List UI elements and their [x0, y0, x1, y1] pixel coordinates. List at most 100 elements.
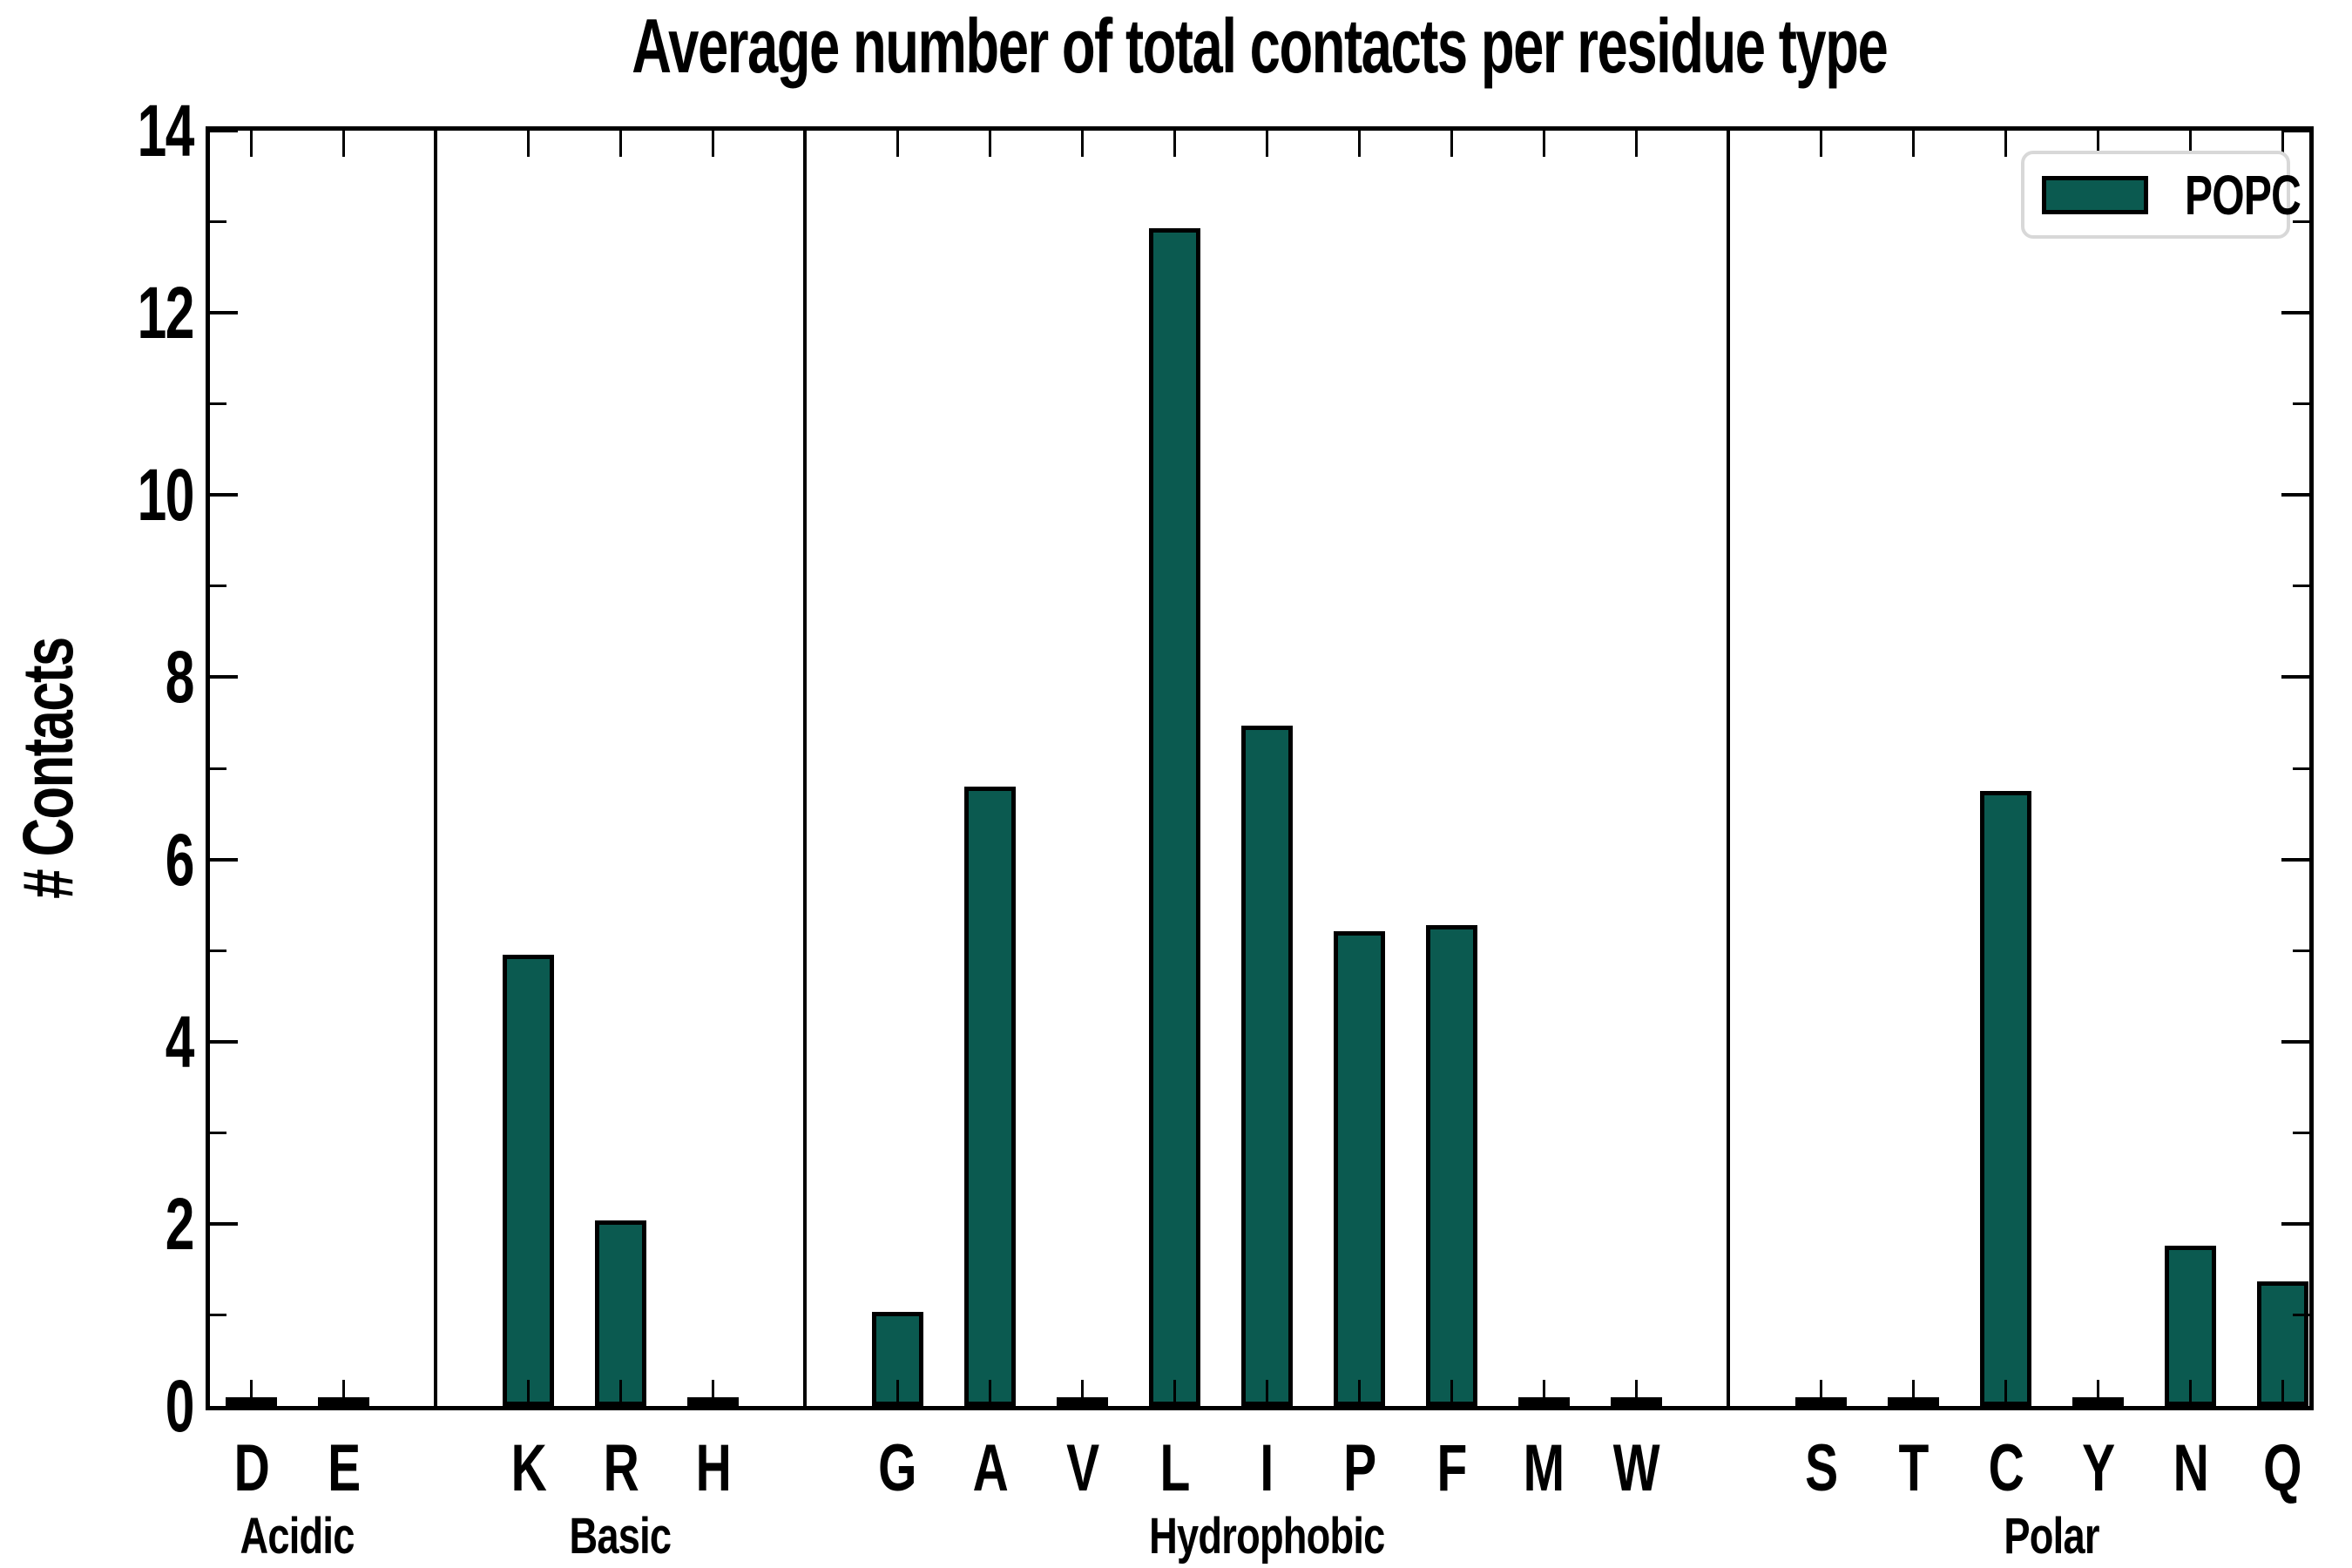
x-tick-label-T: T	[1867, 1430, 1959, 1506]
x-tick-V	[1080, 1380, 1084, 1406]
x-tick-top-Q	[2281, 131, 2284, 157]
y-major-tick-2-right	[2281, 1221, 2309, 1226]
plot-area	[206, 126, 2314, 1410]
x-tick-D	[249, 1380, 253, 1406]
y-major-tick-14-right	[2281, 129, 2309, 132]
x-tick-label-text: F	[1436, 1431, 1467, 1505]
x-tick-top-Y	[2096, 131, 2099, 157]
y-tick-label-6: 6	[165, 818, 195, 901]
x-tick-label-text: D	[233, 1431, 269, 1505]
x-tick-top-G	[896, 131, 899, 157]
x-tick-label-text: S	[1804, 1431, 1838, 1505]
x-tick-label-Y: Y	[2051, 1430, 2144, 1506]
y-tick-label-10: 10	[137, 454, 195, 537]
group-label-text: Basic	[569, 1508, 672, 1565]
x-tick-label-C: C	[1959, 1430, 2051, 1506]
group-label-polar: Polar	[1834, 1507, 2269, 1565]
y-major-tick-2	[210, 1221, 238, 1226]
x-tick-top-L	[1173, 131, 1176, 157]
x-tick-label-S: S	[1774, 1430, 1867, 1506]
group-label-acidic: Acidic	[79, 1507, 515, 1565]
x-tick-label-text: A	[972, 1431, 1008, 1505]
y-minor-tick-7-right	[2293, 767, 2309, 770]
x-tick-label-text: C	[1988, 1431, 2024, 1505]
x-tick-label-text: H	[695, 1431, 731, 1505]
x-tick-G	[896, 1380, 899, 1406]
y-minor-tick-5	[210, 949, 226, 952]
y-minor-tick-11	[210, 402, 226, 406]
x-tick-C	[2004, 1380, 2007, 1406]
y-major-tick-10	[210, 493, 238, 497]
y-minor-tick-13-right	[2293, 220, 2309, 224]
group-divider	[434, 131, 437, 1406]
x-tick-top-S	[1819, 131, 1822, 157]
y-minor-tick-7	[210, 767, 226, 770]
x-tick-S	[1819, 1380, 1822, 1406]
group-label-hydrophobic: Hydrophobic	[1049, 1507, 1484, 1565]
x-tick-top-A	[988, 131, 991, 157]
x-tick-label-text: K	[510, 1431, 546, 1505]
x-tick-F	[1450, 1380, 1453, 1406]
x-tick-Q	[2281, 1380, 2284, 1406]
x-tick-label-N: N	[2144, 1430, 2236, 1506]
x-tick-label-text: W	[1612, 1431, 1660, 1505]
x-tick-label-K: K	[482, 1430, 574, 1506]
x-tick-Y	[2096, 1380, 2099, 1406]
x-tick-top-N	[2188, 131, 2192, 157]
x-tick-R	[618, 1380, 622, 1406]
group-divider	[803, 131, 807, 1406]
x-tick-top-C	[2004, 131, 2007, 157]
y-minor-tick-13	[210, 220, 226, 224]
bar-I	[1240, 726, 1293, 1406]
y-major-tick-12	[210, 311, 238, 315]
x-tick-label-V: V	[1036, 1430, 1128, 1506]
y-axis-label: # Contacts	[9, 638, 88, 899]
y-major-tick-10-right	[2281, 493, 2309, 497]
y-tick-label-2: 2	[165, 1182, 195, 1265]
x-tick-M	[1542, 1380, 1545, 1406]
x-tick-label-text: R	[603, 1431, 639, 1505]
group-label-text: Acidic	[240, 1508, 355, 1565]
y-major-tick-6	[210, 857, 238, 862]
group-label-text: Polar	[2004, 1508, 2099, 1565]
x-tick-label-text: E	[327, 1431, 361, 1505]
x-tick-label-L: L	[1128, 1430, 1220, 1506]
legend-swatch-popc	[2042, 175, 2148, 214]
bar-K	[502, 955, 554, 1406]
legend: POPC	[2021, 151, 2301, 239]
x-tick-label-text: Y	[2081, 1431, 2115, 1505]
bar-R	[594, 1220, 646, 1406]
x-tick-N	[2188, 1380, 2192, 1406]
y-major-tick-14	[210, 129, 238, 132]
x-tick-top-D	[249, 131, 253, 157]
chart-title: Average number of total contacts per res…	[206, 2, 2314, 91]
x-tick-top-I	[1265, 131, 1268, 157]
y-minor-tick-1	[210, 1313, 226, 1316]
x-tick-top-M	[1542, 131, 1545, 157]
x-tick-T	[1911, 1380, 1915, 1406]
x-tick-label-text: I	[1260, 1431, 1274, 1505]
bar-P	[1333, 931, 1385, 1406]
x-tick-label-text: V	[1065, 1431, 1099, 1505]
y-major-tick-4-right	[2281, 1039, 2309, 1044]
y-major-tick-4	[210, 1039, 238, 1044]
x-tick-P	[1357, 1380, 1361, 1406]
x-tick-top-H	[711, 131, 714, 157]
x-tick-H	[711, 1380, 714, 1406]
x-tick-label-D: D	[205, 1430, 297, 1506]
x-tick-label-A: A	[943, 1430, 1036, 1506]
x-tick-label-R: R	[574, 1430, 666, 1506]
y-tick-label-8: 8	[165, 636, 195, 719]
y-tick-label-4: 4	[165, 1000, 195, 1083]
x-tick-label-F: F	[1405, 1430, 1497, 1506]
x-tick-label-text: N	[2173, 1431, 2208, 1505]
y-major-tick-8	[210, 675, 238, 679]
x-tick-A	[988, 1380, 991, 1406]
x-tick-label-W: W	[1590, 1430, 1682, 1506]
y-major-tick-12-right	[2281, 311, 2309, 315]
group-divider	[1727, 131, 1730, 1406]
y-minor-tick-9-right	[2293, 585, 2309, 588]
bar-A	[963, 787, 1016, 1406]
x-tick-top-V	[1080, 131, 1084, 157]
y-tick-label-14: 14	[137, 90, 195, 172]
